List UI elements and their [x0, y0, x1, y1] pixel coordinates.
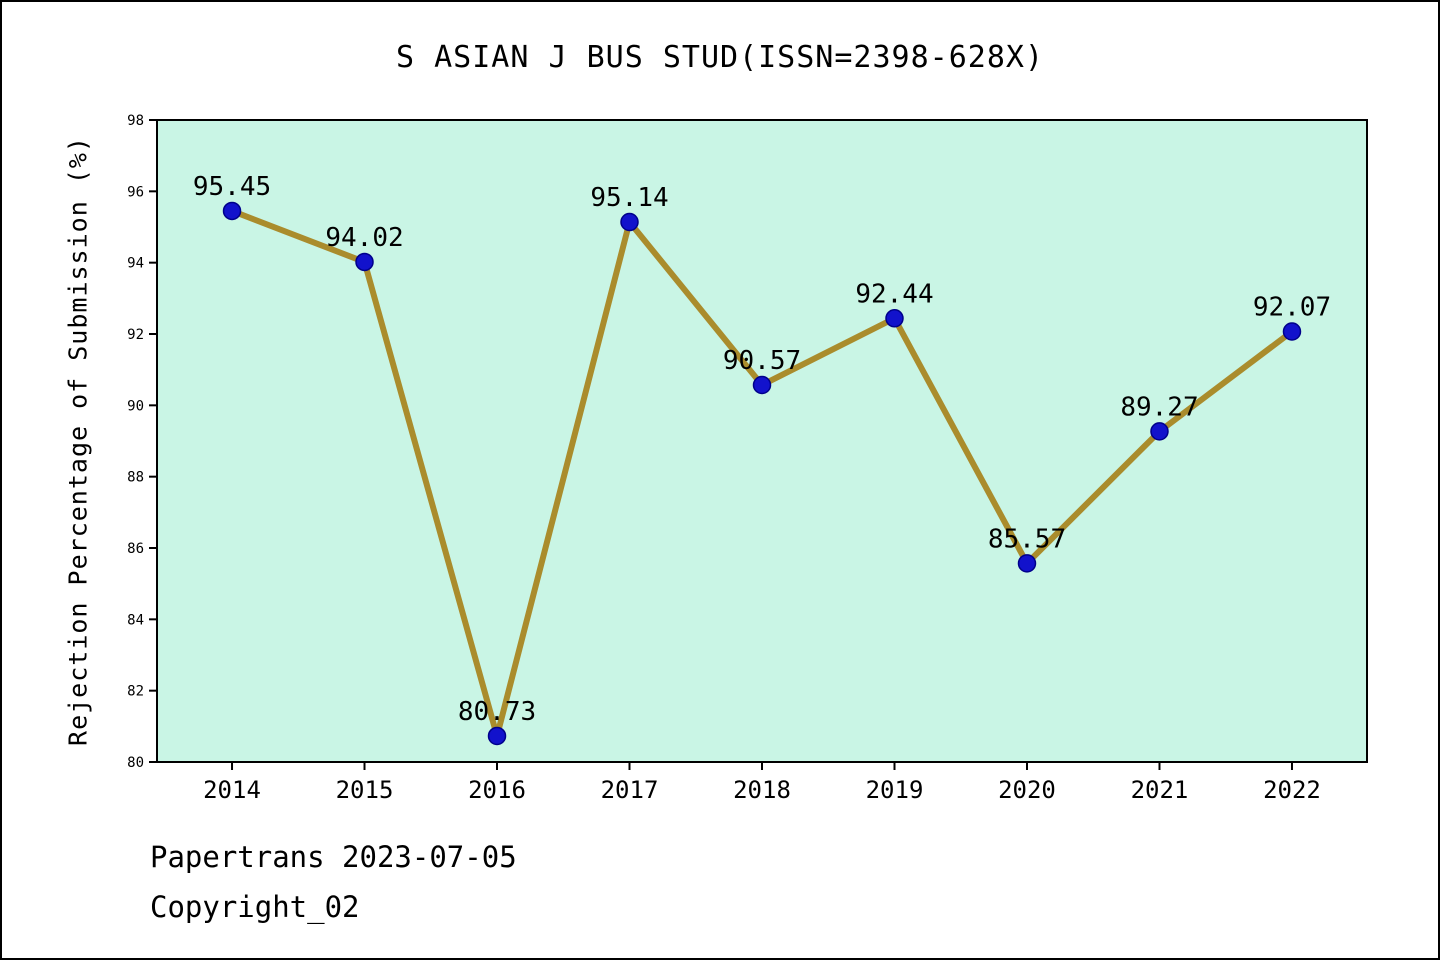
point-label: 90.57: [723, 346, 801, 376]
data-point: [355, 252, 374, 272]
y-tick-label: 90: [127, 398, 144, 414]
point-label: 89.27: [1120, 392, 1198, 422]
data-point: [1017, 554, 1037, 573]
point-label: 94.02: [325, 223, 403, 253]
footer-source-date: Papertrans 2023-07-05: [150, 840, 517, 874]
point-label: 85.57: [988, 524, 1066, 554]
point-label: 95.45: [193, 172, 271, 202]
y-tick-label: 88: [127, 470, 144, 486]
y-tick-label: 82: [127, 684, 144, 700]
point-label: 92.07: [1253, 293, 1331, 323]
data-point: [487, 726, 507, 746]
data-point: [885, 309, 904, 328]
x-tick-label: 2016: [468, 776, 526, 804]
y-tick-label: 94: [127, 256, 144, 272]
x-tick-label: 2019: [866, 776, 924, 804]
y-tick-label: 80: [127, 755, 144, 771]
x-tick-label: 2020: [998, 776, 1056, 804]
x-tick-label: 2021: [1131, 776, 1189, 804]
y-tick-label: 86: [127, 541, 144, 557]
y-tick-label: 96: [127, 184, 144, 200]
data-point: [1150, 422, 1169, 441]
y-tick-label: 84: [127, 612, 144, 628]
y-tick-label: 92: [127, 327, 144, 343]
data-point: [620, 212, 639, 232]
point-label: 80.73: [458, 697, 536, 727]
x-tick-label: 2022: [1263, 776, 1321, 804]
data-point: [222, 201, 242, 221]
x-tick-label: 2014: [203, 776, 261, 804]
x-tick-label: 2017: [601, 776, 659, 804]
data-point: [1282, 322, 1302, 341]
footer-copyright: Copyright_02: [150, 890, 360, 924]
y-tick-label: 98: [127, 113, 144, 129]
data-point: [752, 375, 772, 395]
point-label: 95.14: [590, 183, 668, 213]
x-tick-label: 2015: [336, 776, 394, 804]
plot-area: [156, 119, 1368, 763]
point-label: 92.44: [855, 279, 933, 309]
chart-title: S ASIAN J BUS STUD(ISSN=2398-628X): [395, 40, 1045, 75]
x-tick-label: 2018: [733, 776, 791, 804]
